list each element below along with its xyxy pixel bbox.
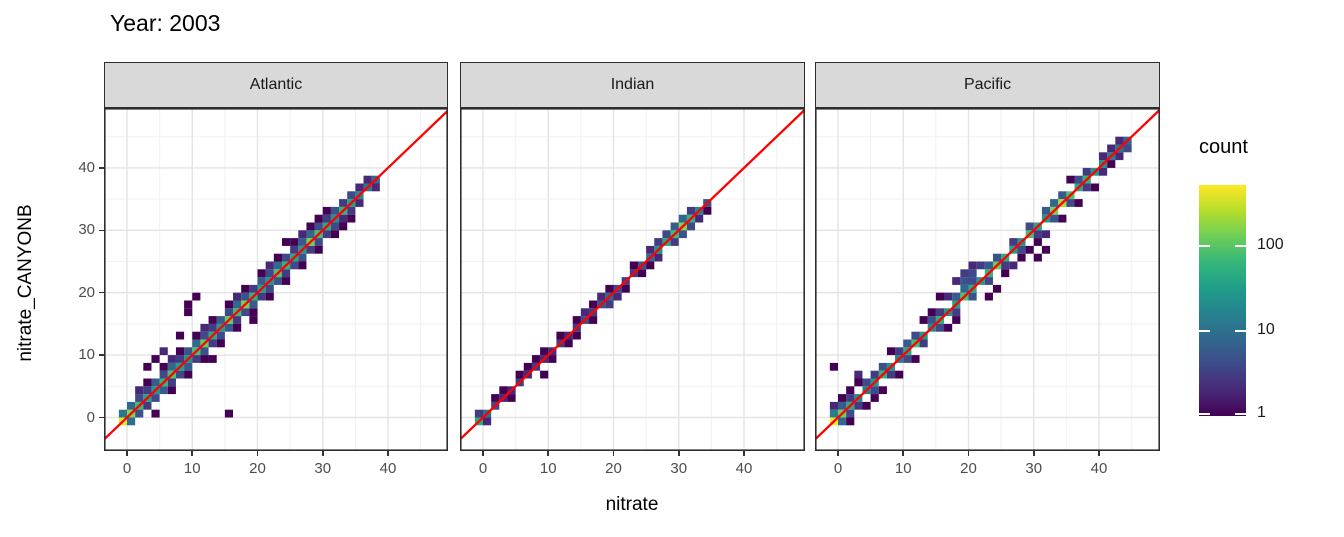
y-axis-title: nitrate_CANYONB	[15, 204, 36, 362]
legend-tick-label: 100	[1257, 235, 1284, 253]
y-axis-tick-label: 20	[78, 283, 95, 301]
y-axis-tick	[99, 354, 104, 356]
legend-tick-mark	[1235, 413, 1246, 415]
x-axis-tick-label: 30	[1025, 460, 1043, 477]
x-axis-tick	[612, 451, 615, 456]
x-axis-tick-label: 40	[379, 460, 397, 477]
facet-strip-pacific: Pacific	[815, 62, 1160, 108]
x-axis-tick	[1098, 451, 1100, 456]
facet-panel-indian	[460, 108, 805, 451]
x-axis-tick	[191, 451, 194, 456]
x-axis-tick	[1032, 451, 1035, 456]
x-axis-tick	[126, 451, 128, 456]
x-axis-tick	[547, 451, 550, 456]
facet-strip-atlantic: Atlantic	[104, 62, 448, 108]
y-axis-tick	[99, 416, 104, 419]
y-axis-tick-label: 40	[78, 158, 95, 176]
x-axis-tick	[837, 451, 839, 456]
x-axis-tick-label: 10	[894, 460, 912, 477]
y-axis-tick	[99, 229, 104, 232]
y-axis-tick	[99, 167, 104, 169]
x-axis-tick-label: 30	[670, 460, 688, 477]
x-axis-tick	[967, 451, 970, 456]
x-axis-tick-label: 0	[122, 460, 132, 477]
x-axis-tick-label: 40	[735, 460, 753, 477]
facet-strip-label: Pacific	[963, 76, 1012, 93]
x-axis-tick-label: 40	[1090, 460, 1108, 477]
facet-panel-atlantic	[104, 108, 448, 451]
legend-tick-label: 10	[1257, 320, 1275, 338]
facet-strip-label: Atlantic	[249, 76, 303, 93]
x-axis-tick-label: 20	[960, 460, 977, 477]
x-axis-tick-label: 20	[249, 460, 266, 477]
y-axis-tick	[99, 291, 104, 294]
legend-tick-mark	[1199, 329, 1210, 332]
x-axis-tick-label: 10	[183, 460, 201, 477]
identity-line	[460, 109, 805, 441]
x-axis-tick-label: 0	[833, 460, 843, 477]
x-axis-tick	[321, 451, 324, 456]
y-axis-tick-label: 30	[78, 221, 95, 239]
identity-line	[815, 109, 1160, 441]
identity-line	[104, 109, 448, 441]
legend-tick-mark	[1199, 244, 1210, 247]
x-axis-tick	[743, 451, 745, 456]
x-axis-tick-label: 20	[605, 460, 622, 477]
x-axis-tick-label: 10	[539, 460, 557, 477]
legend-tick-mark	[1235, 244, 1246, 247]
x-axis-tick	[902, 451, 905, 456]
plot-title: Year: 2003	[110, 10, 221, 36]
facet-strip-indian: Indian	[460, 62, 805, 108]
facet-panel-pacific	[815, 108, 1160, 451]
legend-tick-mark	[1199, 413, 1210, 415]
x-axis-tick	[482, 451, 484, 456]
legend-tick-mark	[1235, 329, 1246, 332]
legend-colorbar	[1199, 185, 1246, 416]
x-axis-title: nitrate	[605, 494, 659, 515]
x-axis-tick	[256, 451, 259, 456]
y-axis-tick-label: 10	[78, 346, 95, 364]
y-axis-tick-label: 0	[86, 408, 95, 426]
x-axis-tick-label: 30	[314, 460, 332, 477]
x-axis-tick	[387, 451, 389, 456]
legend-tick-label: 1	[1257, 404, 1266, 421]
facet-strip-label: Indian	[610, 76, 655, 93]
legend-title: count	[1199, 136, 1248, 158]
x-axis-tick	[677, 451, 680, 456]
x-axis-tick-label: 0	[478, 460, 488, 477]
